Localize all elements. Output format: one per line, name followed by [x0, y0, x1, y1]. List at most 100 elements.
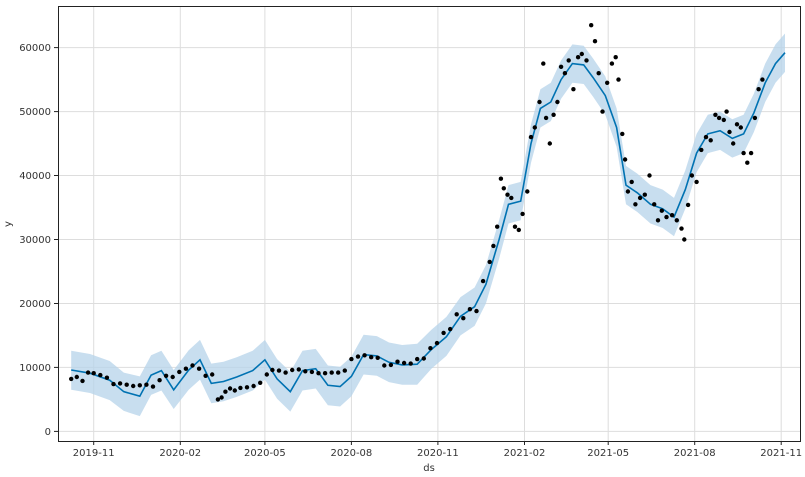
observation-point [596, 71, 601, 76]
observation-point [91, 371, 96, 376]
observation-point [190, 363, 195, 368]
observation-point [74, 374, 80, 380]
observation-point [276, 368, 282, 373]
observation-point [244, 385, 250, 390]
observation-point [316, 371, 321, 376]
observation-points [69, 23, 765, 402]
y-tick-label: 0 [45, 427, 51, 438]
x-tick-label: 2021-08 [674, 448, 716, 459]
observation-point [551, 112, 556, 118]
y-tick-label: 10000 [19, 363, 51, 374]
observation-point [655, 218, 661, 223]
observation-point [104, 375, 110, 380]
observation-point [558, 64, 564, 70]
observation-point [434, 340, 440, 346]
observation-point [480, 278, 486, 284]
observation-point [144, 382, 149, 387]
observation-point [219, 395, 224, 400]
observation-point [223, 389, 228, 394]
x-tick-label: 2020-08 [331, 448, 373, 459]
observation-point [528, 134, 534, 140]
observation-point [238, 385, 243, 391]
observation-point [232, 388, 237, 393]
observation-point [69, 376, 74, 382]
observation-point [512, 224, 518, 229]
observation-point [703, 134, 709, 140]
observation-point [495, 224, 500, 229]
observation-point [501, 186, 506, 191]
observation-point [85, 370, 91, 375]
observation-point [727, 129, 732, 135]
observation-point [270, 367, 275, 373]
observation-point [487, 259, 492, 265]
observation-point [296, 367, 301, 372]
observation-point [401, 360, 407, 366]
observation-point [283, 370, 288, 375]
observation-point [716, 115, 722, 121]
observation-point [674, 218, 679, 223]
observation-point [579, 51, 584, 57]
observation-point [669, 213, 675, 218]
observation-point [620, 131, 625, 137]
observation-point [752, 115, 758, 121]
observation-point [633, 202, 638, 207]
observation-point [80, 378, 85, 384]
observation-point [355, 354, 361, 359]
observation-point [708, 138, 713, 143]
observation-point [516, 227, 521, 233]
observation-point [362, 353, 367, 358]
observation-point [131, 383, 136, 389]
observation-point [336, 370, 341, 375]
observation-point [748, 150, 754, 156]
observation-point [428, 346, 433, 351]
observation-point [682, 237, 687, 242]
y-tick-label: 20000 [19, 299, 51, 310]
plot-frame [58, 6, 801, 442]
observation-point [382, 363, 387, 368]
observation-point [637, 195, 643, 201]
y-tick-label: 50000 [19, 107, 51, 118]
observation-point [713, 112, 718, 118]
x-tick-label: 2021-05 [587, 448, 629, 459]
observation-point [448, 326, 453, 332]
observation-point [721, 117, 726, 123]
observation-point [622, 157, 628, 162]
observation-point [258, 380, 263, 385]
observation-point [98, 372, 103, 378]
observation-point [290, 367, 295, 373]
observation-point [734, 122, 740, 127]
observation-point [694, 179, 699, 185]
observation-point [745, 160, 750, 165]
observation-point [562, 71, 568, 76]
observation-point [498, 176, 504, 181]
observation-point [329, 370, 334, 375]
observation-point [137, 383, 142, 388]
observation-point [555, 99, 560, 105]
y-tick-label: 60000 [19, 43, 51, 54]
observation-point [537, 99, 542, 105]
observation-point [571, 87, 576, 92]
x-tick-label: 2020-02 [159, 448, 201, 459]
observation-point [741, 150, 746, 156]
observation-point [369, 355, 374, 360]
observation-point [177, 369, 182, 375]
observation-point [679, 226, 684, 231]
observation-point [575, 55, 581, 60]
observation-point [210, 372, 215, 377]
observation-point [454, 312, 459, 317]
observation-point [461, 316, 466, 321]
observation-point [659, 208, 664, 213]
observation-point [467, 307, 473, 312]
observation-point [629, 179, 634, 185]
observation-point [183, 366, 189, 371]
observation-point [525, 189, 530, 194]
y-axis-label: y [3, 221, 14, 227]
observation-point [375, 355, 380, 360]
uncertainty-band [71, 33, 785, 417]
observation-point [415, 356, 420, 362]
observation-point [111, 381, 116, 387]
observation-point [474, 308, 479, 314]
observation-point [756, 87, 761, 92]
observation-point [664, 214, 669, 220]
x-tick-label: 2020-11 [417, 448, 459, 459]
